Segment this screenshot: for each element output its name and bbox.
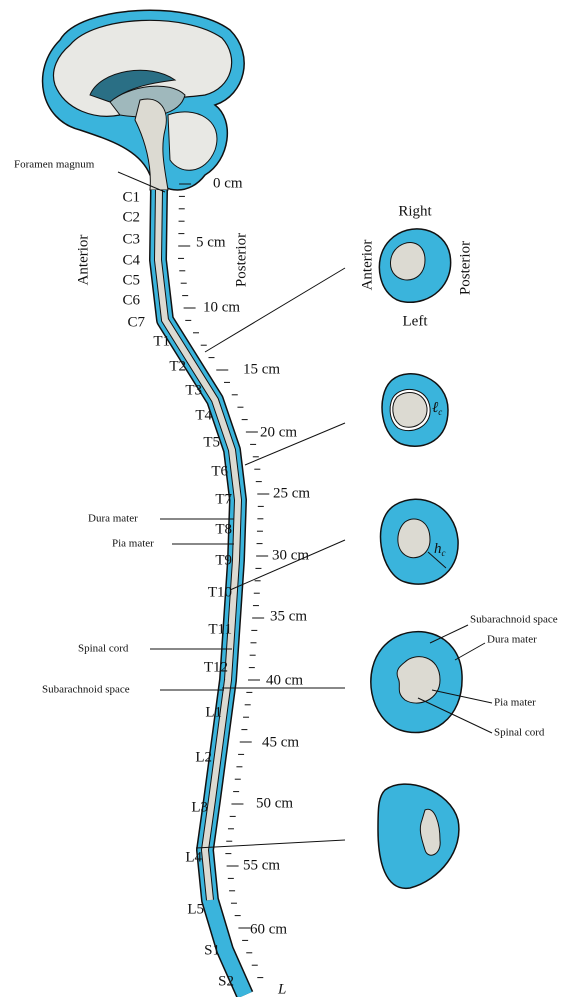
section-1-cord: [390, 242, 426, 281]
orientation-label: Left: [403, 313, 429, 329]
distance-label: 25 cm: [273, 485, 310, 501]
vertebra-label: C3: [122, 231, 140, 247]
section-connector: [229, 539, 346, 591]
vertebra-label: C4: [122, 252, 140, 268]
distance-label: 55 cm: [243, 857, 280, 873]
distance-label: 30 cm: [272, 547, 309, 563]
distance-label: 50 cm: [256, 795, 293, 811]
brainstem: [134, 98, 169, 191]
structure-label: Dura mater: [88, 513, 138, 525]
distance-label: 15 cm: [243, 361, 280, 377]
symbol-base: h: [434, 541, 442, 557]
vertebra-label: T11: [208, 621, 232, 637]
section-connector: [204, 267, 346, 353]
section-label: Subarachnoid space: [470, 614, 558, 626]
leader-line: [117, 171, 166, 193]
vertebra-label: C2: [122, 209, 140, 225]
structure-label: Pia mater: [112, 538, 154, 550]
vertebra-label: L2: [195, 749, 212, 765]
symbol-label: ℓc: [432, 400, 442, 417]
vertebra-label: S1: [204, 942, 220, 958]
distance-label: 35 cm: [270, 608, 307, 624]
distance-label: 45 cm: [262, 734, 299, 750]
spinal-cord: [154, 189, 242, 901]
section-4-cord: [396, 656, 441, 704]
orientation-label: Right: [398, 203, 432, 219]
cerebellum: [167, 111, 218, 171]
vertebra-label: T2: [169, 358, 186, 374]
vertebra-label: C7: [127, 314, 145, 330]
orientation-label: Anterior: [359, 240, 375, 291]
distance-label: 0 cm: [213, 175, 243, 191]
vertebra-label: T6: [211, 463, 228, 479]
symbol-sub: c: [442, 548, 446, 558]
leader-line: [429, 624, 469, 644]
section-label: Spinal cord: [494, 727, 545, 739]
vertebra-label: T10: [208, 584, 232, 600]
section-label: Dura mater: [487, 634, 537, 646]
orientation-label: Posterior: [457, 241, 473, 295]
vertebra-label: L1: [205, 704, 222, 720]
vertebra-label: L5: [187, 901, 204, 917]
section-connector: [244, 422, 346, 466]
distance-label: 5 cm: [196, 234, 226, 250]
leader-line: [431, 689, 493, 704]
distance-label: 40 cm: [266, 672, 303, 688]
side-label: Anterior: [75, 235, 91, 286]
vertebra-label: T12: [204, 659, 228, 675]
vertebra-label: T4: [195, 407, 212, 423]
vertebra-label: C6: [122, 292, 140, 308]
section-2-cord: [392, 391, 428, 428]
vertebra-label: C1: [122, 189, 140, 205]
distance-label: 10 cm: [203, 299, 240, 315]
symbol-sub: c: [438, 407, 442, 417]
vertebra-label: T7: [215, 491, 232, 507]
structure-label: Spinal cord: [78, 643, 129, 655]
vertebra-label: T5: [203, 434, 220, 450]
section-5-cord: [419, 808, 441, 856]
end-label: L: [277, 981, 286, 997]
structure-label: Foramen magnum: [14, 159, 95, 171]
side-label: Posterior: [233, 233, 249, 287]
section-5: [377, 783, 460, 889]
vertebra-label: S2: [218, 973, 234, 989]
section-3-hc: [427, 551, 447, 569]
section-connector: [195, 839, 346, 849]
structure-label: Subarachnoid space: [42, 684, 130, 696]
vertebra-label: T3: [185, 382, 202, 398]
section-label: Pia mater: [494, 697, 536, 709]
section-3-cord: [397, 518, 431, 559]
leader-line: [417, 697, 493, 734]
symbol-label: hc: [434, 541, 446, 558]
vertebra-label: L4: [185, 849, 202, 865]
distance-label: 60 cm: [250, 921, 287, 937]
vertebra-label: T9: [215, 552, 232, 568]
vertebra-label: T1: [153, 333, 170, 349]
vertebra-label: C5: [122, 272, 140, 288]
leader-line: [454, 642, 486, 661]
symbol-base: ℓ: [432, 400, 438, 416]
vertebra-label: L3: [191, 799, 208, 815]
distance-label: 20 cm: [260, 424, 297, 440]
vertebra-label: T8: [215, 521, 232, 537]
